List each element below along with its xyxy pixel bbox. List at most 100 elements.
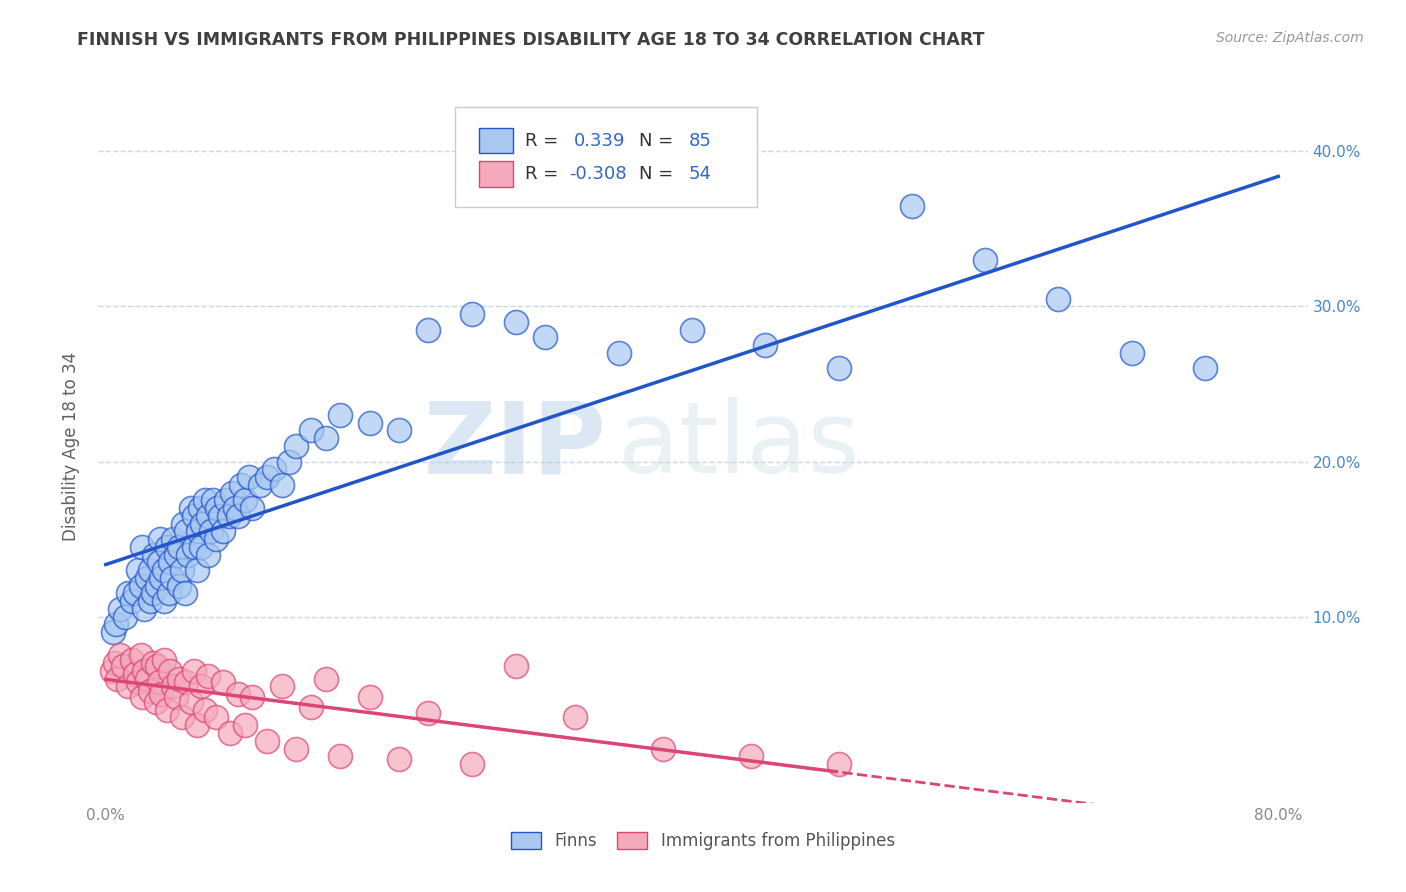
Point bbox=[188, 501, 211, 516]
Point bbox=[754, 338, 776, 352]
Point bbox=[505, 659, 527, 673]
Point bbox=[329, 408, 352, 422]
Point bbox=[176, 524, 198, 539]
Point bbox=[240, 501, 263, 516]
Point bbox=[285, 439, 308, 453]
Text: FINNISH VS IMMIGRANTS FROM PHILIPPINES DISABILITY AGE 18 TO 34 CORRELATION CHART: FINNISH VS IMMIGRANTS FROM PHILIPPINES D… bbox=[77, 31, 984, 49]
Point bbox=[224, 501, 246, 516]
Point bbox=[359, 690, 381, 705]
Point bbox=[534, 330, 557, 344]
Point bbox=[186, 718, 208, 732]
Point bbox=[183, 508, 205, 523]
Point bbox=[681, 323, 703, 337]
Point bbox=[121, 653, 143, 667]
Point bbox=[607, 346, 630, 360]
Point bbox=[299, 424, 322, 438]
Point bbox=[131, 540, 153, 554]
Point bbox=[218, 508, 240, 523]
Legend: Finns, Immigrants from Philippines: Finns, Immigrants from Philippines bbox=[503, 824, 903, 859]
Point bbox=[183, 664, 205, 678]
Text: 54: 54 bbox=[689, 165, 711, 183]
Point bbox=[212, 674, 235, 689]
Y-axis label: Disability Age 18 to 34: Disability Age 18 to 34 bbox=[62, 351, 80, 541]
Point bbox=[201, 493, 224, 508]
Point bbox=[138, 563, 160, 577]
Point bbox=[204, 710, 226, 724]
Point bbox=[197, 548, 219, 562]
Point bbox=[263, 462, 285, 476]
Point bbox=[174, 586, 197, 600]
Point bbox=[162, 680, 184, 694]
Point bbox=[159, 664, 181, 678]
Text: N =: N = bbox=[638, 165, 679, 183]
Point bbox=[651, 741, 673, 756]
Point bbox=[129, 648, 152, 663]
Point bbox=[233, 718, 256, 732]
Point bbox=[418, 323, 440, 337]
Point bbox=[827, 361, 849, 376]
Text: R =: R = bbox=[526, 132, 564, 150]
Point bbox=[270, 477, 292, 491]
Point bbox=[191, 516, 214, 531]
Point bbox=[315, 431, 337, 445]
Point bbox=[177, 548, 200, 562]
Point bbox=[165, 690, 187, 705]
Point bbox=[101, 625, 124, 640]
Point bbox=[138, 684, 160, 698]
Point bbox=[153, 653, 176, 667]
Point bbox=[183, 540, 205, 554]
Point bbox=[145, 695, 167, 709]
Point bbox=[1047, 292, 1070, 306]
Point bbox=[165, 548, 187, 562]
Point bbox=[256, 733, 278, 747]
Point bbox=[170, 563, 193, 577]
FancyBboxPatch shape bbox=[456, 107, 758, 207]
Point bbox=[974, 252, 997, 267]
Point bbox=[186, 563, 208, 577]
Point bbox=[901, 198, 924, 212]
Point bbox=[299, 699, 322, 714]
Point bbox=[148, 555, 170, 569]
Point bbox=[170, 710, 193, 724]
Point bbox=[197, 668, 219, 682]
Text: 85: 85 bbox=[689, 132, 711, 150]
Point bbox=[160, 571, 183, 585]
FancyBboxPatch shape bbox=[479, 161, 513, 187]
Point bbox=[124, 586, 146, 600]
Point bbox=[132, 602, 155, 616]
Point bbox=[146, 579, 169, 593]
Point bbox=[219, 726, 242, 740]
Point bbox=[256, 470, 278, 484]
Point bbox=[105, 617, 128, 632]
Point bbox=[162, 532, 184, 546]
Text: N =: N = bbox=[638, 132, 679, 150]
Point bbox=[1121, 346, 1143, 360]
Point bbox=[156, 703, 179, 717]
Point bbox=[127, 563, 149, 577]
Point bbox=[461, 307, 484, 321]
Point bbox=[117, 586, 139, 600]
Point bbox=[249, 477, 271, 491]
Point bbox=[138, 594, 160, 608]
Point bbox=[226, 508, 249, 523]
Point bbox=[110, 602, 132, 616]
Point bbox=[197, 508, 219, 523]
Point bbox=[124, 667, 146, 681]
Point bbox=[240, 690, 263, 705]
FancyBboxPatch shape bbox=[479, 128, 513, 153]
Point bbox=[150, 571, 173, 585]
Point bbox=[180, 501, 202, 516]
Point bbox=[209, 508, 232, 523]
Point bbox=[180, 695, 202, 709]
Point bbox=[135, 672, 157, 686]
Point bbox=[270, 680, 292, 694]
Point bbox=[215, 493, 238, 508]
Point bbox=[187, 524, 209, 539]
Text: R =: R = bbox=[526, 165, 564, 183]
Point bbox=[143, 548, 166, 562]
Point bbox=[129, 579, 152, 593]
Point bbox=[131, 690, 153, 705]
Point bbox=[142, 656, 165, 670]
Point bbox=[461, 757, 484, 772]
Point bbox=[132, 664, 155, 678]
